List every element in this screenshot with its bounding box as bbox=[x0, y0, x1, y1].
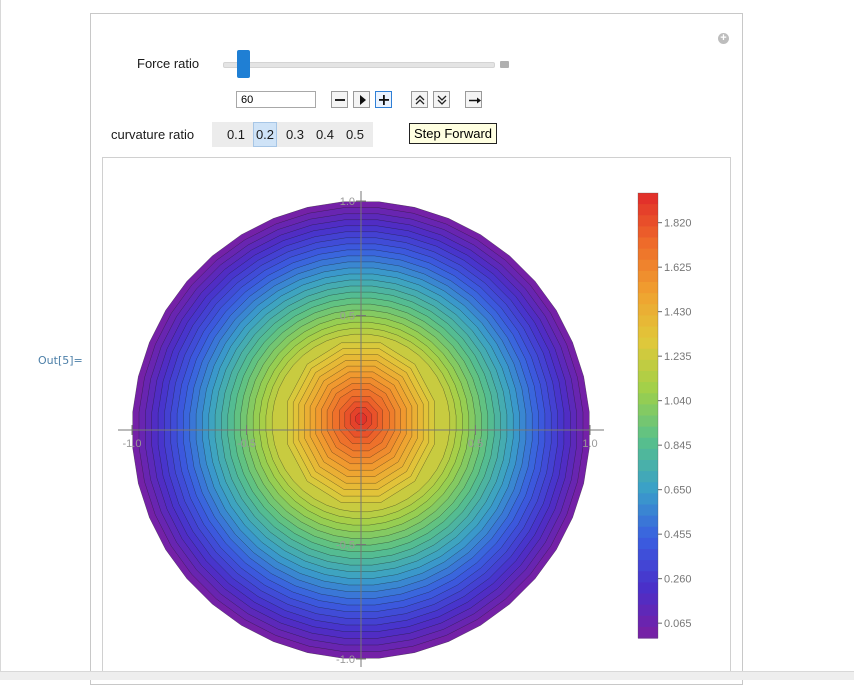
y-tick-label: -0.5 bbox=[336, 540, 355, 552]
colorbar-band bbox=[638, 337, 658, 350]
colorbar-band bbox=[638, 226, 658, 239]
plus-icon bbox=[379, 95, 389, 105]
window-bottom-strip bbox=[0, 671, 854, 680]
colorbar-band bbox=[638, 282, 658, 294]
x-tick-label: 1.0 bbox=[582, 438, 597, 450]
curvature-option-0.4[interactable]: 0.4 bbox=[315, 127, 335, 142]
colorbar-band bbox=[638, 493, 658, 506]
colorbar-tick-label: 1.235 bbox=[664, 351, 692, 363]
colorbar-band bbox=[638, 560, 658, 572]
colorbar-tick-label: 1.820 bbox=[664, 218, 692, 230]
colorbar-band bbox=[638, 537, 658, 550]
play-button[interactable] bbox=[353, 91, 370, 108]
colorbar-band bbox=[638, 193, 658, 205]
colorbar-tick-label: 0.845 bbox=[664, 440, 692, 452]
slower-button[interactable] bbox=[433, 91, 450, 108]
colorbar-band bbox=[638, 415, 658, 428]
curvature-option-0.5[interactable]: 0.5 bbox=[345, 127, 365, 142]
notebook-left-rule bbox=[0, 0, 1, 679]
curvature-option-0.3[interactable]: 0.3 bbox=[285, 127, 305, 142]
curvature-setter-bar bbox=[212, 122, 373, 147]
colorbar-tick-label: 0.455 bbox=[664, 529, 692, 541]
force-ratio-input[interactable] bbox=[236, 91, 316, 108]
colorbar-band bbox=[638, 593, 658, 606]
colorbar-band bbox=[638, 571, 658, 583]
y-tick-label: 1.0 bbox=[340, 196, 355, 208]
colorbar-tick-label: 1.040 bbox=[664, 396, 692, 408]
colorbar-band bbox=[638, 471, 658, 483]
colorbar-tick-label: 0.065 bbox=[664, 618, 692, 630]
colorbar-band bbox=[638, 549, 658, 561]
colorbar-border bbox=[637, 192, 659, 639]
colorbar-band bbox=[638, 448, 658, 461]
colorbar-tick-label: 1.625 bbox=[664, 262, 692, 274]
double-chevron-up-icon bbox=[415, 95, 425, 105]
colorbar-band bbox=[638, 304, 658, 316]
curvature-ratio-label: curvature ratio bbox=[111, 127, 195, 142]
force-ratio-slider-thumb[interactable] bbox=[237, 50, 250, 78]
colorbar-band bbox=[638, 504, 658, 517]
contour-plot: -1.0 -0.5 0.5 1.0 1.0 0.5 -0.5 -1.0 1.820 1.625 1.… bbox=[118, 191, 692, 667]
colorbar-band bbox=[638, 259, 658, 272]
y-tick-label: 0.5 bbox=[340, 311, 355, 323]
colorbar-band bbox=[638, 437, 658, 450]
colorbar-band bbox=[638, 315, 658, 328]
colorbar-band bbox=[638, 326, 658, 339]
colorbar-band bbox=[638, 248, 658, 261]
curvature-option-0.1[interactable]: 0.1 bbox=[226, 127, 246, 142]
colorbar-band bbox=[638, 482, 658, 494]
double-chevron-down-icon bbox=[437, 95, 447, 105]
colorbar-tick-label: 1.430 bbox=[664, 307, 692, 319]
step-backward-button[interactable] bbox=[331, 91, 348, 108]
colorbar-band bbox=[638, 515, 658, 528]
colorbar-band bbox=[638, 615, 658, 628]
faster-button[interactable] bbox=[411, 91, 428, 108]
slider-collapse-icon[interactable] bbox=[500, 61, 509, 68]
arrow-right-icon bbox=[469, 97, 481, 104]
output-cell-label: Out[5]= bbox=[38, 354, 83, 367]
panel-options-plus-icon[interactable]: + bbox=[718, 33, 729, 44]
step-forward-button[interactable] bbox=[375, 91, 392, 108]
colorbar-band bbox=[638, 604, 658, 617]
play-icon bbox=[360, 95, 366, 105]
colorbar-band bbox=[638, 215, 658, 227]
curvature-option-0.2[interactable]: 0.2 bbox=[253, 122, 277, 147]
force-ratio-slider-track[interactable] bbox=[223, 62, 495, 68]
plot-frame: -1.0 -0.5 0.5 1.0 1.0 0.5 -0.5 -1.0 1.820 1.625 1.… bbox=[102, 157, 731, 677]
colorbar-band bbox=[638, 204, 658, 216]
colorbar-band bbox=[638, 359, 658, 372]
colorbar-band bbox=[638, 237, 658, 250]
colorbar-tick-label: 0.650 bbox=[664, 485, 692, 497]
x-tick-label: 0.5 bbox=[468, 438, 483, 450]
y-tick-label: -1.0 bbox=[336, 654, 355, 666]
minus-icon bbox=[335, 99, 345, 101]
colorbar-tick-label: 0.260 bbox=[664, 574, 692, 586]
colorbar-band bbox=[638, 393, 658, 405]
colorbar-band bbox=[638, 582, 658, 595]
manipulate-panel: + Force ratio curvature ratio 0.1 0.2 0.… bbox=[90, 13, 743, 685]
colorbar-band bbox=[638, 404, 658, 417]
colorbar-band bbox=[638, 371, 658, 383]
colorbar-band bbox=[638, 526, 658, 539]
step-forward-tooltip: Step Forward bbox=[409, 123, 498, 144]
x-tick-label: -0.5 bbox=[237, 438, 256, 450]
colorbar-band bbox=[638, 293, 658, 305]
force-ratio-label: Force ratio bbox=[137, 56, 200, 71]
colorbar-band bbox=[638, 426, 658, 439]
colorbar-band bbox=[638, 270, 658, 283]
colorbar-band bbox=[638, 626, 658, 639]
direction-button[interactable] bbox=[465, 91, 482, 108]
colorbar-band bbox=[638, 348, 658, 361]
colorbar-band bbox=[638, 382, 658, 394]
colorbar-band bbox=[638, 460, 658, 472]
x-tick-label: -1.0 bbox=[123, 438, 142, 450]
